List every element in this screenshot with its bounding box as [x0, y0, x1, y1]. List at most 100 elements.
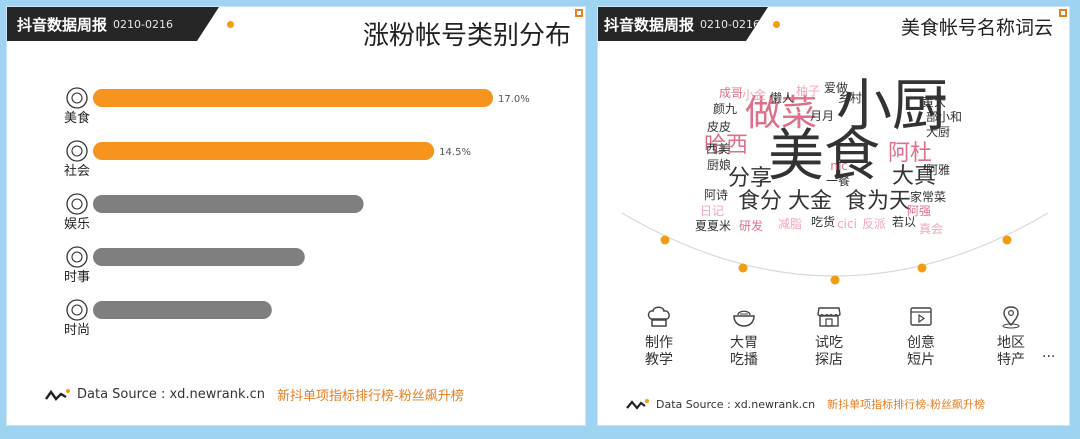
cloud-word: 爱做	[824, 80, 848, 95]
cloud-word: 大真	[892, 164, 936, 189]
cloud-word: 黄大	[922, 95, 946, 109]
word-cloud: 小厨美食做菜哈西 阿杜大真 分享大金食分 食为天 成哥小金 懒人 柚子 爱做乡村 黄大 颜九月月 部…	[621, 74, 1049, 285]
location-pin-icon	[1002, 306, 1020, 329]
cloud-word: 大厨	[926, 125, 950, 139]
feature-label-line2: 探店	[815, 352, 843, 368]
feature-teaching[interactable]: 制作 教学	[634, 305, 684, 369]
arc-dot	[917, 263, 927, 273]
cloud-word: 小厨	[836, 74, 948, 139]
source-text: Data Source : xd.newrank.cn	[77, 387, 266, 402]
cloud-word: 食分	[738, 189, 782, 214]
bowl-icon	[733, 310, 755, 327]
feature-label-line2: 教学	[645, 352, 673, 368]
cloud-word: 研发	[739, 218, 763, 233]
arc-dot	[830, 275, 840, 285]
data-label: 17.0%	[498, 94, 530, 105]
wave-logo-icon	[45, 388, 70, 401]
cloud-word: 反派	[862, 217, 886, 231]
corner-mark-icon	[575, 9, 583, 17]
video-play-icon	[910, 307, 932, 326]
data-source-footer: Data Source : xd.newrank.cn 新抖单项指标排行榜-粉丝…	[626, 396, 985, 412]
cloud-word: 部小和	[926, 109, 962, 124]
feature-label-line2: 特产	[997, 352, 1025, 368]
page-title: 涨粉帐号类别分布	[362, 21, 571, 51]
cloud-word: 家常菜	[910, 189, 946, 204]
cloud-word: 做菜	[745, 93, 817, 134]
category-chart-panel: 抖音数据周报 0210-0216 涨粉帐号类别分布 美食 17.0% 社会 14.5%…	[6, 6, 586, 426]
cloud-word: 日记	[700, 204, 724, 218]
feature-label-line1: 试吃	[815, 335, 843, 351]
source-ranking-link[interactable]: 新抖单项指标排行榜-粉丝飙升榜	[827, 398, 986, 411]
bar	[93, 301, 272, 319]
feature-label-line1: 地区	[997, 335, 1025, 351]
source-text: Data Source : xd.newrank.cn	[656, 397, 816, 411]
category-icon	[66, 299, 88, 321]
cloud-word: 分享	[728, 166, 772, 191]
feature-local-specialty[interactable]: 地区 特产	[986, 305, 1036, 369]
category-label: 美食	[64, 110, 90, 126]
date-range: 0210-0216	[700, 17, 760, 31]
wordcloud-panel: 抖音数据周报 0210-0216 美食帐号名称词云 小厨 美食 做菜 哈西 阿杜 大真 分享…	[597, 6, 1070, 426]
cloud-word: 阿强	[907, 204, 931, 218]
category-icon	[66, 193, 88, 215]
corner-mark-icon	[1059, 9, 1067, 17]
cloud-word: 乡村	[838, 91, 862, 105]
cloud-word: 懒人	[770, 91, 794, 105]
cloud-word: 美食	[768, 124, 880, 189]
feature-mukbang[interactable]: 大胃 吃播	[719, 305, 769, 369]
bar	[93, 195, 364, 213]
arc-dot	[660, 235, 670, 245]
feature-label-line2: 吃播	[730, 352, 758, 368]
brand-label: 抖音数据周报	[17, 15, 108, 34]
storefront-icon	[817, 307, 841, 327]
feature-label-line1: 大胃	[730, 335, 758, 351]
cloud-word: 阿雅	[926, 162, 950, 177]
cloud-word: 柚子	[796, 83, 820, 98]
cloud-word: 夏夏米	[695, 219, 731, 233]
category-label: 时尚	[64, 323, 90, 338]
feature-label-line2: 短片	[907, 352, 935, 368]
arc-dot	[1002, 235, 1012, 245]
feature-label-line1: 制作	[645, 335, 673, 351]
chef-hat-icon	[647, 306, 670, 327]
feature-creative-video[interactable]: 创意 短片	[896, 305, 946, 369]
page-title: 美食帐号名称词云	[900, 17, 1053, 39]
accent-dot	[227, 21, 234, 28]
data-source-footer: Data Source : xd.newrank.cn 新抖单项指标排行榜-粉丝…	[45, 385, 464, 404]
bar	[93, 248, 305, 266]
cloud-word: 皮皮	[707, 120, 731, 134]
cloud-word: 食为天	[845, 189, 911, 214]
cloud-word: 颜九	[713, 101, 737, 116]
source-ranking-link[interactable]: 新抖单项指标排行榜-粉丝飙升榜	[277, 389, 464, 404]
bar	[93, 142, 435, 160]
cloud-word: 真会	[919, 222, 943, 236]
report-header: 抖音数据周报 0210-0216	[598, 7, 768, 41]
cloud-word: 若以	[892, 215, 916, 229]
more-indicator[interactable]: ...	[1042, 345, 1056, 361]
cloud-word: 小金	[742, 87, 766, 102]
cloud-word: cici	[837, 217, 857, 231]
cloud-word: 西美	[706, 142, 730, 156]
cloud-word: 厨娘	[707, 157, 731, 172]
report-header: 抖音数据周报 0210-0216	[7, 7, 219, 41]
cloud-word: 月月	[810, 109, 834, 123]
cloud-word: 吃货	[811, 214, 835, 229]
cloud-word: 成哥	[719, 86, 743, 100]
cloud-word: nic	[830, 159, 848, 173]
cloud-word: 阿诗	[704, 188, 728, 202]
category-label: 社会	[64, 163, 90, 179]
cloud-word: 大金	[788, 189, 832, 214]
brand-label: 抖音数据周报	[604, 15, 695, 34]
cloud-word: 哈西	[704, 133, 748, 158]
cloud-word: 减脂	[778, 216, 802, 231]
category-features: 制作 教学 大胃 吃播 试吃 探店	[634, 305, 1054, 375]
cloud-word: 阿杜	[888, 141, 932, 166]
category-icon	[66, 140, 88, 162]
cloud-word: 一餐	[826, 173, 850, 188]
feature-store-visit[interactable]: 试吃 探店	[804, 305, 854, 369]
category-label: 时事	[64, 270, 90, 285]
bar	[93, 89, 493, 107]
category-icon	[66, 246, 88, 268]
feature-label-line1: 创意	[907, 335, 935, 351]
